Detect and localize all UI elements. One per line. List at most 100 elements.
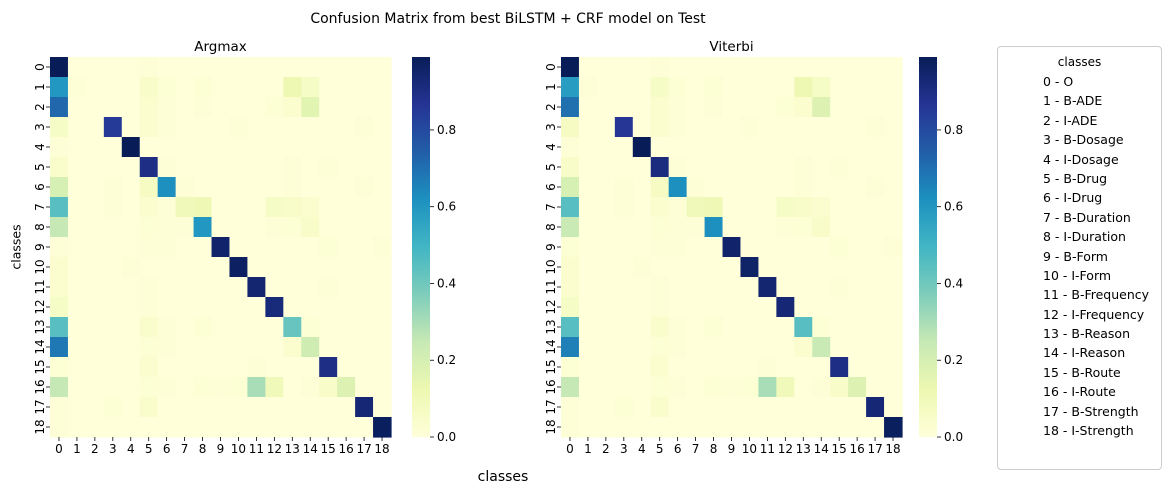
legend-item: 18 - I-Strength — [1043, 423, 1134, 439]
heatmap-cell — [866, 77, 885, 98]
heatmap-cell — [85, 357, 105, 378]
heatmap-cell — [139, 97, 159, 118]
heatmap-cell — [740, 217, 760, 238]
heatmap-cell — [596, 417, 616, 438]
heatmap-cell — [722, 97, 742, 118]
heatmap-cell — [884, 97, 903, 118]
heatmap-cell — [121, 397, 141, 418]
heatmap-cell — [596, 317, 616, 338]
heatmap-cell — [50, 357, 69, 378]
heatmap-cell — [866, 197, 885, 218]
heatmap-cell — [301, 417, 320, 438]
heatmap-cell — [85, 157, 105, 178]
heatmap-cell — [794, 177, 813, 198]
heatmap-cell — [632, 197, 652, 218]
heatmap-cell — [848, 137, 867, 158]
heatmap-cell — [283, 377, 302, 398]
heatmap-cell — [776, 77, 795, 98]
heatmap-cell — [337, 57, 356, 78]
heatmap-cell — [561, 137, 580, 158]
heatmap-cell — [614, 297, 634, 318]
legend-item: 1 - B-ADE — [1043, 93, 1103, 109]
heatmap-cell — [578, 417, 598, 438]
heatmap-cell — [175, 397, 195, 418]
heatmap-cell — [632, 237, 652, 258]
heatmap-cell — [175, 297, 195, 318]
heatmap-cell — [211, 297, 231, 318]
heatmap-cell — [686, 297, 706, 318]
heatmap-cell — [884, 317, 903, 338]
heatmap-cell — [704, 377, 724, 398]
heatmap-cell — [686, 237, 706, 258]
heatmap-cell — [337, 197, 356, 218]
heatmap-cell — [578, 97, 598, 118]
heatmap-cell — [301, 157, 320, 178]
heatmap-cell — [794, 377, 813, 398]
x-tick-label: 6 — [163, 442, 171, 456]
heatmap-cell — [578, 377, 598, 398]
legend-item: 13 - B-Reason — [1043, 326, 1131, 342]
heatmap-cell — [704, 77, 724, 98]
y-tick-label: 14 — [544, 339, 558, 354]
heatmap-cell — [668, 177, 688, 198]
heatmap-cell — [614, 117, 634, 138]
heatmap-cell — [121, 77, 141, 98]
heatmap-cell — [758, 417, 777, 438]
heatmap-cell — [650, 197, 670, 218]
heatmap-cell — [704, 297, 724, 318]
heatmap-cell — [686, 277, 706, 298]
heatmap-cell — [283, 297, 302, 318]
x-tick-label: 1 — [73, 442, 81, 456]
heatmap-cell — [283, 217, 302, 238]
heatmap-cell — [373, 337, 392, 358]
heatmap-cell — [50, 157, 69, 178]
heatmap-cell — [373, 217, 392, 238]
heatmap-cell — [866, 117, 885, 138]
heatmap-cell — [139, 317, 159, 338]
heatmap-cell — [776, 417, 795, 438]
heatmap-cell — [50, 277, 69, 298]
heatmap-cell — [103, 237, 123, 258]
y-tick-label: 11 — [33, 279, 47, 294]
x-tick-label: 12 — [267, 442, 282, 456]
heatmap-cell — [650, 377, 670, 398]
heatmap-cell — [614, 357, 634, 378]
heatmap-cell — [157, 277, 177, 298]
heatmap-cell — [373, 377, 392, 398]
heatmap-cell — [686, 157, 706, 178]
heatmap-cell — [561, 117, 580, 138]
heatmap-cell — [740, 377, 760, 398]
heatmap-cell — [578, 257, 598, 278]
heatmap-cell — [265, 297, 284, 318]
heatmap-cell — [704, 97, 724, 118]
heatmap-cell — [355, 317, 374, 338]
heatmap-cell — [794, 117, 813, 138]
heatmap-cell — [632, 357, 652, 378]
heatmap-cell — [175, 237, 195, 258]
heatmap-cell — [758, 217, 777, 238]
heatmap-cell — [121, 117, 141, 138]
heatmap-cell — [848, 357, 867, 378]
heatmap-cell — [578, 357, 598, 378]
heatmap-cell — [50, 77, 69, 98]
heatmap-cell — [866, 377, 885, 398]
heatmap-cell — [848, 97, 867, 118]
heatmap-cell — [830, 317, 849, 338]
colorbar-tick-label: 0.0 — [944, 430, 963, 444]
heatmap-cell — [884, 277, 903, 298]
heatmap-cell — [614, 377, 634, 398]
heatmap-cell — [830, 117, 849, 138]
heatmap-cell — [139, 297, 159, 318]
heatmap-cell — [67, 317, 87, 338]
heatmap-cell — [866, 57, 885, 78]
heatmap-cell — [686, 57, 706, 78]
heatmap-cell — [67, 417, 87, 438]
heatmap-cell — [121, 337, 141, 358]
heatmap-cell — [67, 177, 87, 198]
heatmap-cell — [812, 197, 831, 218]
heatmap-cell — [650, 417, 670, 438]
heatmap-cell — [686, 357, 706, 378]
heatmap-cell — [722, 197, 742, 218]
heatmap-cell — [67, 197, 87, 218]
heatmap-cell — [686, 317, 706, 338]
